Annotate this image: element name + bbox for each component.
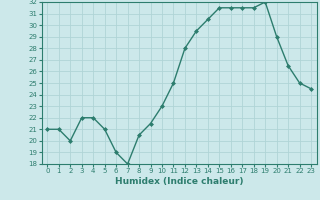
X-axis label: Humidex (Indice chaleur): Humidex (Indice chaleur) [115, 177, 244, 186]
